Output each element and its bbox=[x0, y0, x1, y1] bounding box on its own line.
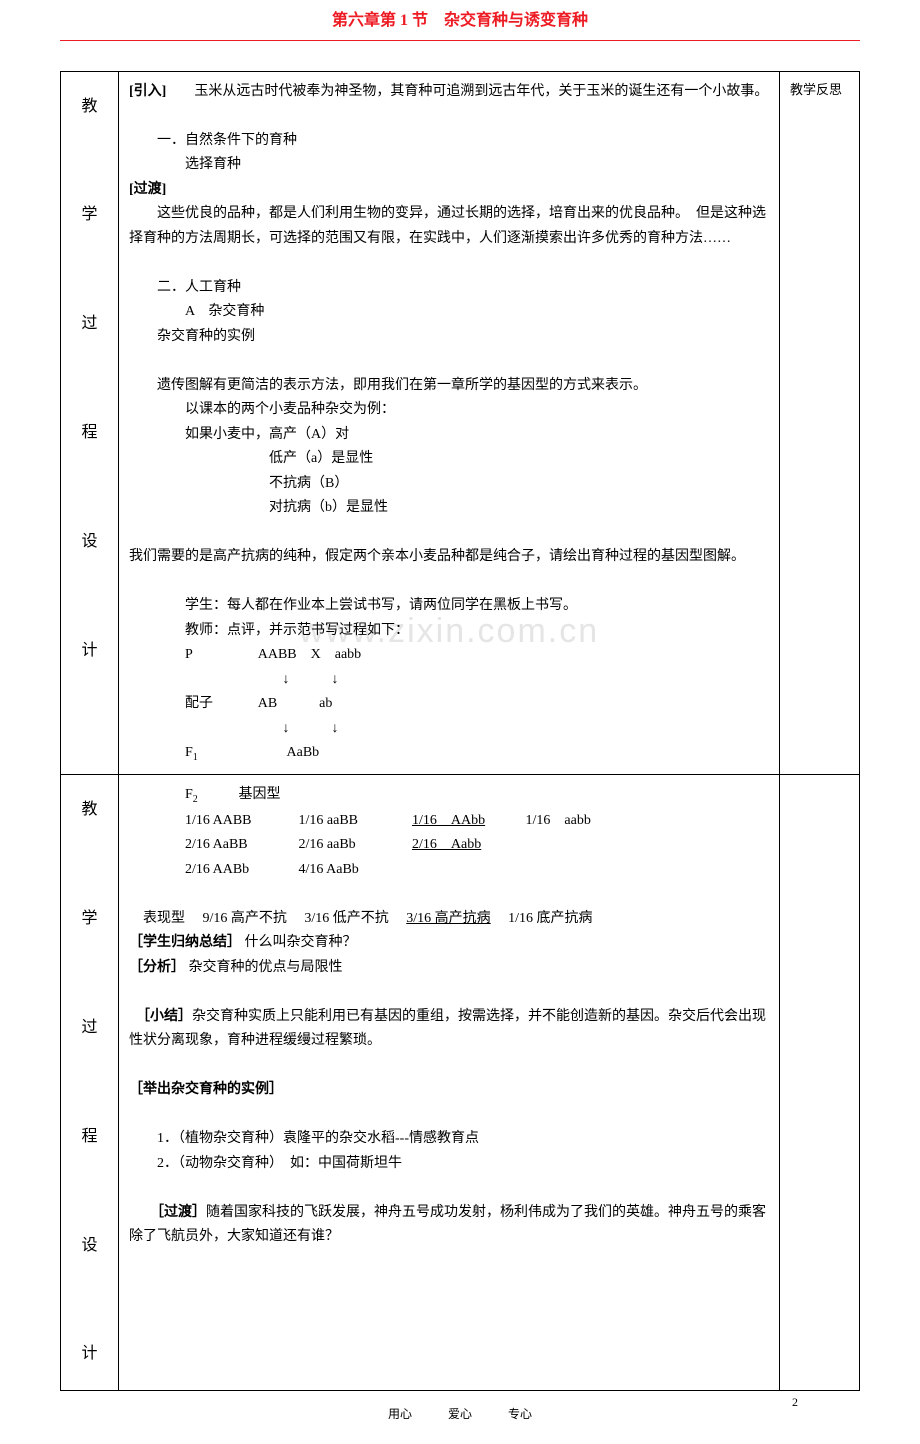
example-1: 1．（植物杂交育种）袁隆平的杂交水稻---情感教育点 bbox=[129, 1127, 769, 1152]
xiaojie-block: ［小结］杂交育种实质上只能利用已有基因的重组，按需选择，并不能创造新的基因。杂交… bbox=[129, 1005, 769, 1054]
genotype-row-3: 2/16 AABb 4/16 AaBb bbox=[129, 858, 769, 883]
analysis-text: 杂交育种的优点与局限性 bbox=[189, 960, 343, 975]
cross-gamete-label: 配子 bbox=[185, 692, 255, 717]
cross-f2-title: 基因型 bbox=[239, 787, 281, 802]
lesson-table: 教学过程设计 www.zixin.com.cn [引入] 玉米从远古时代被奉为神… bbox=[60, 71, 860, 1391]
cross-f1-line: F1 AaBb bbox=[129, 741, 769, 766]
cross-arrow-1: ↓ ↓ bbox=[129, 668, 769, 693]
cross-arrow-2: ↓ ↓ bbox=[129, 717, 769, 742]
wheat-line3: 不抗病（B） bbox=[129, 472, 769, 497]
cross-gamete-vals: AB ab bbox=[258, 696, 333, 711]
left-label-2: 教学过程设计 bbox=[61, 775, 119, 1390]
cross-f2-label: F2 bbox=[185, 783, 235, 808]
cross-p-label: P bbox=[185, 643, 255, 668]
title-underline bbox=[60, 40, 860, 41]
cross-gamete-line: 配子 AB ab bbox=[129, 692, 769, 717]
para-example: 以课本的两个小麦品种杂交为例： bbox=[129, 398, 769, 423]
example-header: ［举出杂交育种的实例］ bbox=[129, 1078, 769, 1103]
left-label-1: 教学过程设计 bbox=[61, 71, 119, 775]
summary-label: ［学生归纳总结］ bbox=[129, 935, 241, 950]
intro-block: [引入] 玉米从远古时代被奉为神圣物，其育种可追溯到远古年代，关于玉米的诞生还有… bbox=[129, 80, 769, 105]
footer-text: 用心 爱心 专心 bbox=[60, 1405, 860, 1424]
transition1-label: [过渡] bbox=[129, 178, 769, 203]
cross-p-cross: AABB X aabb bbox=[258, 647, 361, 662]
xiaojie-label: ［小结］ bbox=[143, 1009, 192, 1024]
reflect-header-cell: 教学反思 bbox=[780, 71, 860, 775]
reflect-cell-2 bbox=[780, 775, 860, 1390]
page-title: 第六章第 1 节 杂交育种与诱变育种 bbox=[60, 8, 860, 40]
example-2: 2．（动物杂交育种） 如：中国荷斯坦牛 bbox=[129, 1152, 769, 1177]
pheno-1: 9/16 高产不抗 bbox=[203, 911, 287, 926]
pheno-label: 表现型 bbox=[143, 911, 185, 926]
page-number: 2 bbox=[792, 1393, 798, 1412]
sec2-a-sub: 杂交育种的实例 bbox=[129, 325, 769, 350]
analysis-label: ［分析］ bbox=[129, 960, 185, 975]
student-text: 学生：每人都在作业本上尝试书写，请两位同学在黑板上书写。 bbox=[129, 594, 769, 619]
sec1-sub: 选择育种 bbox=[129, 153, 769, 178]
content-cell-2: F2 基因型 1/16 AABB 1/16 aaBB 1/16 AAbb 1/1… bbox=[119, 775, 780, 1390]
transition1-text: 这些优良的品种，都是人们利用生物的变异，通过长期的选择，培育出来的优良品种。 但… bbox=[129, 202, 769, 251]
phenotype-line: 表现型 9/16 高产不抗 3/16 低产不抗 3/16 高产抗病 1/16 底… bbox=[129, 907, 769, 932]
pheno-4: 1/16 底产抗病 bbox=[508, 911, 592, 926]
content-cell-1: www.zixin.com.cn [引入] 玉米从远古时代被奉为神圣物，其育种可… bbox=[119, 71, 780, 775]
sec2-a: A 杂交育种 bbox=[129, 300, 769, 325]
xiaojie-text: 杂交育种实质上只能利用已有基因的重组，按需选择，并不能创造新的基因。杂交后代会出… bbox=[129, 1009, 766, 1049]
teacher-text: 教师：点评，并示范书写过程如下： bbox=[129, 619, 769, 644]
intro-label: [引入] bbox=[129, 84, 166, 99]
task-text: 我们需要的是高产抗病的纯种，假定两个亲本小麦品种都是纯合子，请绘出育种过程的基因… bbox=[129, 545, 769, 570]
intro-text: 玉米从远古时代被奉为神圣物，其育种可追溯到远古年代，关于玉米的诞生还有一个小故事… bbox=[166, 84, 768, 99]
genotype-row-1: 1/16 AABB 1/16 aaBB 1/16 AAbb 1/16 aabb bbox=[129, 809, 769, 834]
sec1-title: 一．自然条件下的育种 bbox=[129, 129, 769, 154]
pheno-2: 3/16 低产不抗 bbox=[304, 911, 388, 926]
sec2-title: 二．人工育种 bbox=[129, 276, 769, 301]
cross-f1-label: F1 bbox=[185, 741, 255, 766]
summary-line: ［学生归纳总结］ 什么叫杂交育种？ bbox=[129, 931, 769, 956]
para-genetic: 遗传图解有更简洁的表示方法，即用我们在第一章所学的基因型的方式来表示。 bbox=[129, 374, 769, 399]
cross-f1-val: AaBb bbox=[259, 745, 320, 760]
summary-q: 什么叫杂交育种？ bbox=[245, 935, 357, 950]
genotype-row-2: 2/16 AaBB 2/16 aaBb 2/16 Aabb bbox=[129, 833, 769, 858]
transition2-text: 随着国家科技的飞跃发展，神舟五号成功发射，杨利伟成为了我们的英雄。神舟五号的乘客… bbox=[129, 1205, 766, 1245]
cross-f2-line: F2 基因型 bbox=[129, 783, 769, 808]
wheat-line2: 低产（a）是显性 bbox=[129, 447, 769, 472]
cross-p-line: P AABB X aabb bbox=[129, 643, 769, 668]
pheno-3: 3/16 高产抗病 bbox=[406, 911, 490, 926]
transition2-block: ［过渡］随着国家科技的飞跃发展，神舟五号成功发射，杨利伟成为了我们的英雄。神舟五… bbox=[129, 1201, 769, 1250]
wheat-line1: 如果小麦中，高产（A）对 bbox=[129, 423, 769, 448]
transition2-label: ［过渡］ bbox=[157, 1205, 206, 1220]
analysis-line: ［分析］ 杂交育种的优点与局限性 bbox=[129, 956, 769, 981]
wheat-line4: 对抗病（b）是显性 bbox=[129, 496, 769, 521]
